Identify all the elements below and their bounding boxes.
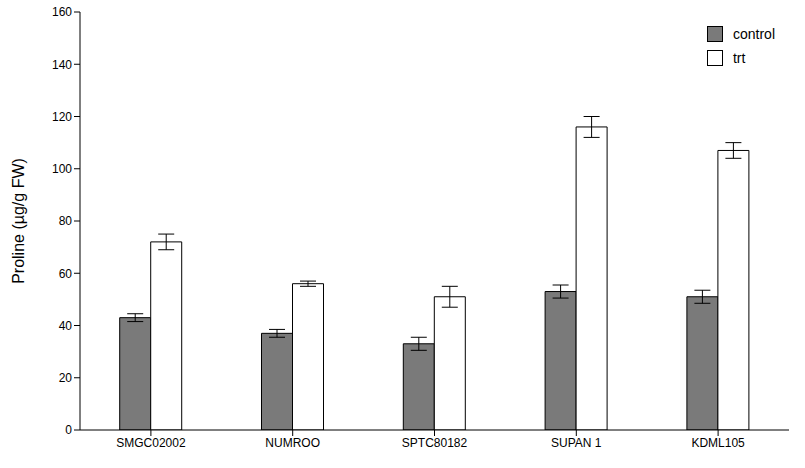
svg-text:120: 120 [52,110,72,124]
svg-text:KDML105: KDML105 [691,436,745,450]
svg-text:SUPAN 1: SUPAN 1 [551,436,602,450]
svg-text:0: 0 [65,423,72,437]
html-text:trt: trt [733,50,746,66]
svg-text:20: 20 [59,371,73,385]
svg-text:160: 160 [52,5,72,19]
svg-text:Proline (µg/g FW): Proline (µg/g FW) [10,158,27,284]
svg-text:100: 100 [52,162,72,176]
svg-text:60: 60 [59,267,73,281]
html-text:control: control [733,26,775,42]
svg-text:SPTC80182: SPTC80182 [402,436,468,450]
svg-text:140: 140 [52,58,72,72]
svg-text:80: 80 [59,214,73,228]
svg-text:SMGC02002: SMGC02002 [116,436,186,450]
svg-text:40: 40 [59,319,73,333]
svg-text:NUMROO: NUMROO [265,436,320,450]
